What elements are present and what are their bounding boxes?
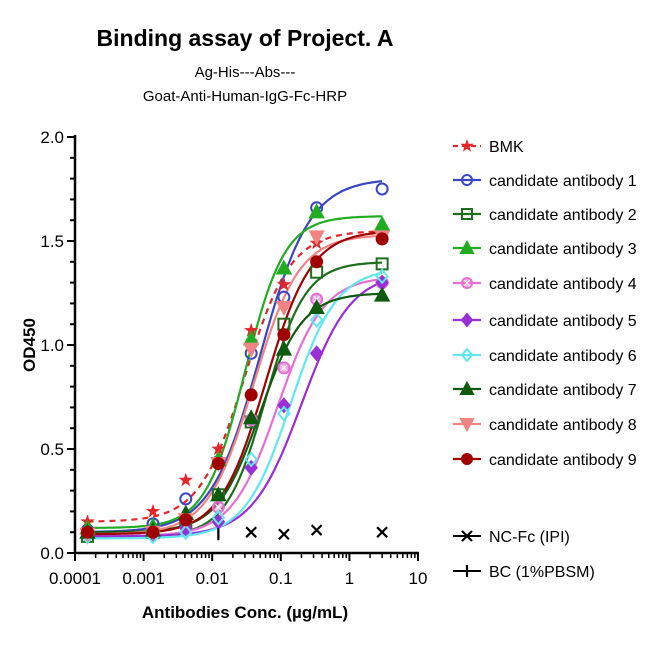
legend-marker-candidate-1	[461, 174, 473, 186]
data-point-candidate-3	[373, 215, 391, 231]
axes: 0.0 0.5 1.0 1.5 2.0 0.0001 0.001 0.01 0.1 1 10	[40, 128, 427, 588]
data-point-candidate-6	[178, 524, 193, 541]
data-point-candidate-7	[308, 298, 325, 315]
data-point-candidate-9	[277, 328, 291, 342]
data-point-bmk	[178, 472, 193, 487]
data-point-candidate-9	[146, 525, 160, 539]
data-point-candidate-7	[373, 286, 391, 302]
legend-label-nc-fc: NC-Fc (IPI)	[489, 529, 570, 546]
data-point-candidate-2	[310, 265, 324, 279]
x-tick-label: 0.1	[269, 569, 293, 588]
data-point-bmk	[145, 503, 161, 518]
legend-marker-nc-fc	[461, 530, 473, 542]
legend-marker-candidate-2	[461, 208, 473, 220]
data-point-candidate-7	[275, 340, 293, 356]
data-point-candidate-5	[244, 459, 258, 476]
fit-curve-candidate-9	[87, 231, 383, 536]
legend-label-candidate-2: candidate antibody 2	[489, 207, 637, 224]
legend-label-candidate-3: candidate antibody 3	[489, 241, 637, 258]
fit-curve-candidate-2	[87, 261, 383, 538]
data-point-candidate-8	[275, 301, 293, 317]
data-point-candidate-6	[309, 311, 324, 329]
x-tick-label: 0.0001	[49, 569, 101, 588]
data-point-candidate-9	[211, 457, 225, 471]
legend-label-candidate-1: candidate antibody 1	[489, 173, 637, 190]
legend-label-candidate-6: candidate antibody 6	[489, 348, 637, 365]
legend-label-candidate-8: candidate antibody 8	[489, 417, 637, 434]
x-tick-label: 0.01	[196, 569, 229, 588]
x-tick-label: 10	[409, 569, 428, 588]
legend-label-candidate-9: candidate antibody 9	[489, 452, 637, 469]
data-point-candidate-7	[210, 486, 227, 502]
legend-label-candidate-7: candidate antibody 7	[489, 382, 637, 399]
data-point-candidate-1	[375, 182, 389, 196]
control-point-nc-fc	[310, 524, 323, 536]
legend-marker-candidate-7	[459, 380, 475, 395]
data-point-candidate-6	[211, 509, 226, 526]
fit-curve-candidate-5	[87, 281, 383, 538]
data-point-candidate-5	[309, 345, 324, 362]
y-tick-label: 0.5	[40, 440, 64, 459]
data-point-candidate-9	[244, 388, 258, 402]
data-point-candidate-9	[179, 513, 193, 527]
y-tick-label: 2.0	[40, 128, 64, 147]
data-point-candidate-7	[243, 409, 260, 425]
data-point-candidate-2	[375, 257, 389, 271]
fit-curve-candidate-1	[87, 180, 383, 533]
y-tick-label: 0.0	[40, 544, 64, 563]
data-point-bmk	[276, 277, 292, 291]
data-point-candidate-9	[310, 255, 324, 269]
legend-marker-candidate-8	[459, 418, 475, 433]
legend-marker-candidate-5	[460, 312, 474, 328]
fit-curves	[87, 180, 383, 540]
data-point-candidate-5	[277, 397, 291, 414]
fit-curve-candidate-3	[87, 215, 383, 529]
legend-marker-bmk	[460, 139, 474, 152]
legend-label-candidate-5: candidate antibody 5	[489, 313, 637, 330]
data-point-candidate-1	[179, 492, 193, 506]
y-axis-label: OD450	[20, 318, 39, 372]
data-point-candidate-4-cross	[214, 503, 222, 511]
control-point-nc-fc	[376, 526, 388, 538]
legend-marker-candidate-3	[459, 239, 475, 254]
x-axis-label: Antibodies Conc. (µg/mL)	[142, 603, 348, 622]
legend-marker-candidate-4-cross	[463, 279, 471, 287]
data-point-candidate-6	[244, 451, 258, 468]
legend-marker-candidate-6	[460, 347, 474, 363]
y-tick-label: 1.0	[40, 336, 64, 355]
control-point-nc-fc	[278, 528, 290, 541]
data-point-candidate-3	[275, 259, 293, 275]
control-point-nc-fc	[245, 526, 257, 538]
chart-subtitle-2: Goat-Anti-Human-IgG-Fc-HRP	[143, 88, 347, 105]
data-point-candidate-8	[243, 342, 260, 358]
data-point-candidate-4-cross	[280, 364, 288, 372]
fit-curve-candidate-6	[87, 271, 383, 540]
data-points	[79, 182, 391, 545]
legend-label-bc: BC (1%PBSM)	[489, 564, 595, 581]
legend-label-candidate-4: candidate antibody 4	[489, 276, 637, 293]
chart-title: Binding assay of Project. A	[97, 25, 394, 51]
data-point-candidate-9	[375, 232, 389, 246]
data-point-candidate-9	[80, 525, 94, 539]
legend-marker-candidate-9	[461, 453, 473, 465]
x-tick-label: 1	[345, 569, 354, 588]
data-point-candidate-6	[375, 268, 389, 285]
legend-label-bmk: BMK	[489, 139, 524, 156]
data-point-candidate-6	[277, 405, 291, 422]
legend: BMK candidate antibody 1 candidate antibod…	[453, 139, 637, 581]
x-tick-label: 0.001	[122, 569, 165, 588]
y-tick-label: 1.5	[40, 232, 64, 251]
data-point-candidate-3	[308, 203, 325, 219]
data-point-candidate-8	[308, 230, 325, 246]
chart-subtitle-1: Ag-His---Abs---	[195, 64, 296, 81]
